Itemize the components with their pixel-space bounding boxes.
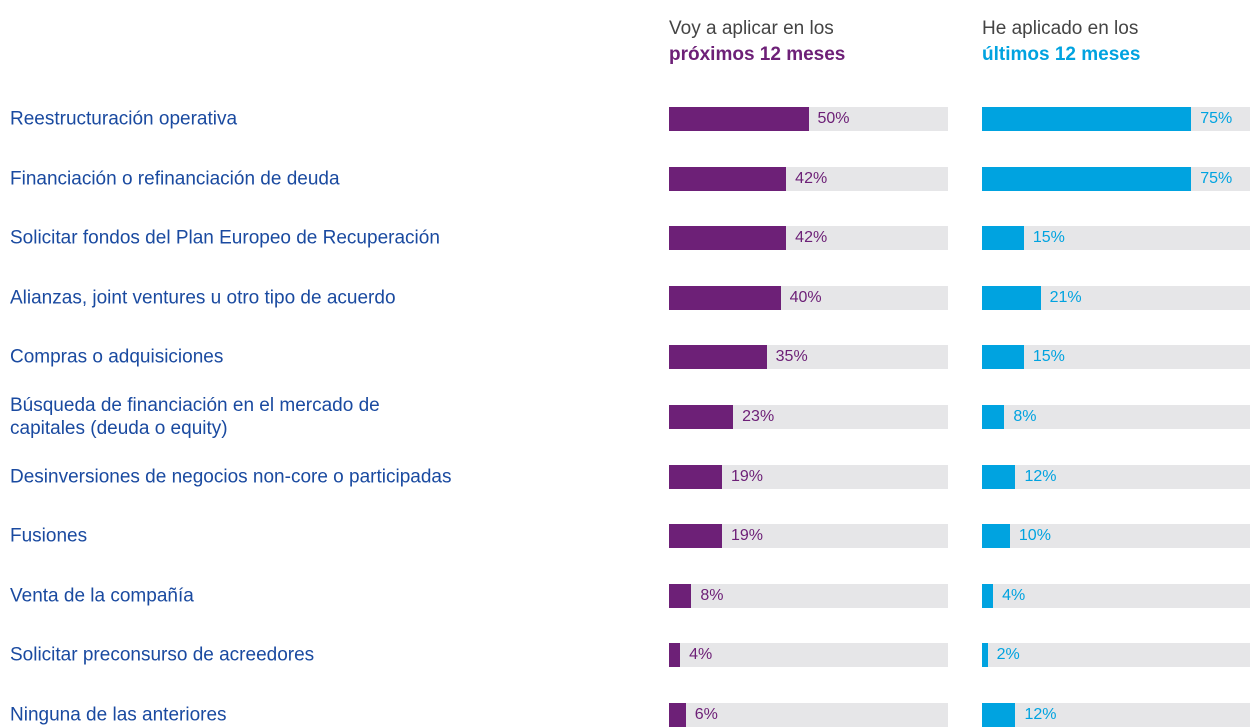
category-label: Alianzas, joint ventures u otro tipo de … [10,287,396,309]
bar-track [982,643,1250,668]
bar [669,405,734,429]
value-label: 12% [1024,706,1057,723]
bar-track [982,345,1250,370]
bar [982,107,1192,131]
bar [982,583,994,608]
bar [982,285,1041,310]
value-label: 42% [795,169,828,187]
category-label: Fusiones [10,525,88,547]
value-label: 40% [789,288,822,306]
value-label: 19% [731,527,764,545]
category-label: Solicitar fondos del Plan Europeo de Rec… [10,227,440,249]
value-label: 12% [1024,467,1057,485]
bar [669,345,767,370]
category-label: Desinversiones de negocios non-core o pa… [10,466,452,488]
value-label: 4% [1002,586,1026,604]
bar [669,285,781,310]
value-label: 19% [731,467,764,485]
bar-track [982,464,1250,489]
bar-track [669,643,948,668]
value-label: 10% [1018,527,1051,545]
category-label: Ninguna de las anteriores [10,704,227,726]
value-label: 50% [817,110,850,127]
value-label: 8% [1013,408,1037,425]
bar [982,464,1016,489]
value-label: 35% [775,348,808,366]
category-label: Búsqueda de financiación en el mercado d… [10,395,380,439]
value-label: 2% [996,646,1020,664]
header-text: He aplicado en los [982,18,1139,39]
bar [669,643,681,668]
value-label: 75% [1200,169,1233,187]
bar [982,703,1016,727]
bar [669,464,722,489]
value-label: 15% [1032,229,1065,247]
value-label: 4% [689,646,713,664]
bar-track [982,703,1250,727]
bar [669,524,722,549]
series-header: Voy a aplicar en los próximos 12 meses [669,16,845,68]
bar-track [982,226,1250,251]
legend-entry: próximos 12 meses [669,44,846,65]
bar [669,583,692,608]
bar [669,703,686,727]
series-header: He aplicado en los últimos 12 meses [982,16,1140,68]
bar [669,226,787,251]
bar-track [669,703,948,727]
value-label: 15% [1032,348,1065,366]
bar [982,524,1010,549]
value-label: 42% [795,229,828,247]
value-label: 23% [742,408,775,425]
header-text: Voy a aplicar en los [669,18,834,39]
category-label: Financiación o refinanciación de deuda [10,168,340,190]
bar-track [982,583,1250,608]
value-label: 6% [694,706,718,723]
bar [982,345,1024,370]
value-label: 75% [1200,110,1233,127]
value-label: 8% [700,586,724,604]
bar-track [982,524,1250,549]
bar-track [669,583,948,608]
bar [982,226,1024,251]
bar [982,643,988,668]
bar [669,166,787,191]
bar [982,166,1192,191]
category-label: Solicitar preconsurso de acreedores [10,644,315,666]
bar-track [982,405,1250,429]
bar [982,405,1005,429]
category-label: Reestructuración operativa [10,108,238,130]
category-label: Venta de la compañía [10,585,194,607]
bar [669,107,809,131]
category-label: Compras o adquisiciones [10,346,224,368]
value-label: 21% [1049,288,1082,306]
legend-entry: últimos 12 meses [982,44,1141,65]
